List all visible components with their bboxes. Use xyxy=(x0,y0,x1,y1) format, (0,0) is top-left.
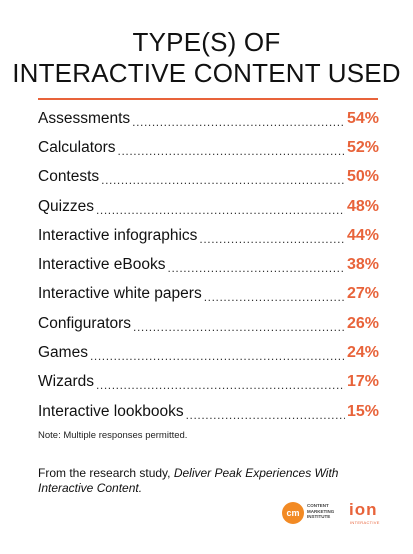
title-divider xyxy=(38,98,378,100)
title-line-2: INTERACTIVE CONTENT USED xyxy=(12,58,401,88)
table-row: Games...................................… xyxy=(38,338,379,367)
dot-leader: ........................................… xyxy=(96,203,345,216)
row-label: Assessments xyxy=(38,109,131,127)
row-value: 52% xyxy=(346,138,379,156)
dot-leader: ........................................… xyxy=(203,291,345,304)
title-line-1: TYPE(S) OF xyxy=(132,27,281,57)
table-row: Interactive lookbooks...................… xyxy=(38,397,379,426)
row-value: 50% xyxy=(346,168,379,186)
table-row: Contests................................… xyxy=(38,163,379,192)
row-label: Interactive white papers xyxy=(38,285,202,303)
table-row: Calculators.............................… xyxy=(38,133,379,162)
table-row: Interactive eBooks......................… xyxy=(38,250,379,279)
row-value: 27% xyxy=(346,285,379,303)
row-label: Calculators xyxy=(38,138,116,156)
row-label: Games xyxy=(38,344,88,362)
row-value: 48% xyxy=(346,197,379,215)
row-value: 44% xyxy=(346,226,379,244)
row-label: Interactive lookbooks xyxy=(38,402,184,420)
source-prefix: From the research study, xyxy=(38,466,174,480)
row-value: 15% xyxy=(346,402,379,420)
dot-leader: ........................................… xyxy=(199,232,345,245)
dot-leader: ........................................… xyxy=(133,320,345,333)
row-label: Interactive infographics xyxy=(38,226,198,244)
dot-leader: ........................................… xyxy=(117,144,345,157)
table-row: Configurators...........................… xyxy=(38,309,379,338)
source-study-title: Deliver Peak Experiences With Interactiv… xyxy=(38,466,339,495)
table-row: Assessments.............................… xyxy=(38,104,379,133)
row-value: 17% xyxy=(346,373,379,391)
table-row: Interactive infographics................… xyxy=(38,221,379,250)
dot-leader: ........................................… xyxy=(101,174,345,187)
row-label: Wizards xyxy=(38,373,94,391)
row-value: 24% xyxy=(346,344,379,362)
row-label: Configurators xyxy=(38,314,132,332)
dot-leader: ........................................… xyxy=(95,379,345,392)
row-value: 26% xyxy=(346,314,379,332)
results-list: Assessments.............................… xyxy=(38,104,379,426)
cmi-logo-icon: cm xyxy=(282,502,304,524)
sponsor-logos: cm CONTENT MARKETING INSTITUTE ion INTER… xyxy=(282,500,392,530)
row-value: 54% xyxy=(346,109,379,127)
dot-leader: ........................................… xyxy=(89,350,345,363)
ion-logo-text: INTERACTIVE xyxy=(350,520,380,525)
row-label: Interactive eBooks xyxy=(38,256,166,274)
table-row: Wizards.................................… xyxy=(38,368,379,397)
dot-leader: ........................................… xyxy=(132,115,345,128)
table-row: Interactive white papers................… xyxy=(38,280,379,309)
cmi-logo-text: CONTENT MARKETING INSTITUTE xyxy=(307,503,335,519)
row-value: 38% xyxy=(346,256,379,274)
footnote: Note: Multiple responses permitted. xyxy=(38,430,188,441)
row-label: Quizzes xyxy=(38,197,94,215)
table-row: Quizzes.................................… xyxy=(38,192,379,221)
ion-logo-icon: ion xyxy=(349,500,378,519)
dot-leader: ........................................… xyxy=(185,408,345,421)
row-label: Contests xyxy=(38,168,100,186)
chart-title: TYPE(S) OF INTERACTIVE CONTENT USED xyxy=(0,27,413,89)
source-citation: From the research study, Deliver Peak Ex… xyxy=(38,466,383,496)
dot-leader: ........................................… xyxy=(167,262,345,275)
